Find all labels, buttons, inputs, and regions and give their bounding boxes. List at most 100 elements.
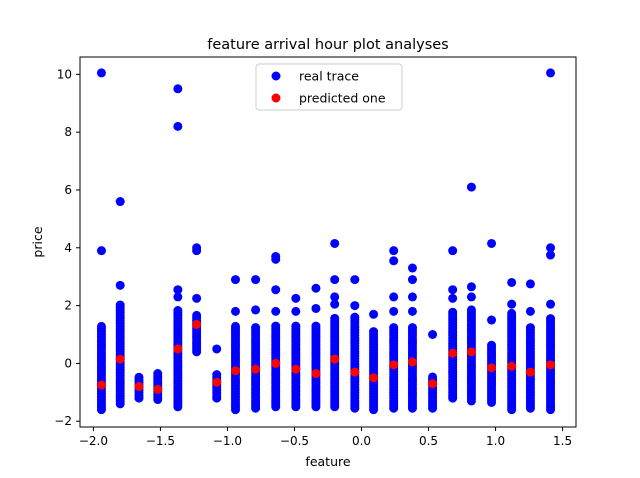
real-trace-point: [192, 293, 202, 303]
predicted-one-series: [96, 319, 556, 394]
chart-title: feature arrival hour plot analyses: [207, 37, 448, 53]
real-trace-point: [369, 327, 379, 337]
real-trace-point: [291, 293, 301, 303]
real-trace-point: [428, 372, 438, 382]
real-trace-point: [546, 243, 556, 253]
predicted-one-point: [507, 361, 517, 371]
real-trace-point: [448, 307, 458, 317]
x-tick-label: 0.0: [352, 434, 371, 448]
real-trace-point: [466, 305, 476, 315]
y-tick-label: 0: [64, 356, 72, 370]
real-trace-point: [448, 246, 458, 256]
real-trace-point: [291, 321, 301, 331]
real-trace-point: [507, 308, 517, 318]
real-trace-point: [330, 275, 340, 285]
predicted-one-point: [212, 377, 222, 387]
y-tick-label: −2: [54, 414, 72, 428]
real-trace-point: [448, 293, 458, 303]
real-trace-point: [291, 306, 301, 316]
real-trace-point: [407, 323, 417, 333]
predicted-one-point: [448, 348, 458, 358]
real-trace-point: [271, 321, 281, 331]
real-trace-point: [350, 301, 360, 311]
real-trace-point: [311, 303, 321, 313]
legend: real trace predicted one: [255, 63, 403, 111]
real-trace-point: [231, 321, 241, 331]
real-trace-point: [231, 306, 241, 316]
real-trace-point: [115, 197, 125, 207]
real-trace-point: [311, 283, 321, 293]
real-trace-point: [487, 238, 497, 248]
x-tick-label: −2.0: [79, 434, 108, 448]
predicted-one-point: [369, 373, 379, 383]
x-tick-label: −1.0: [213, 434, 242, 448]
real-trace-point: [311, 321, 321, 331]
predicted-one-point: [428, 379, 438, 389]
real-trace-point: [466, 182, 476, 192]
real-trace-point: [153, 369, 163, 379]
real-trace-point: [96, 68, 106, 78]
predicted-one-point: [525, 367, 535, 377]
predicted-one-point: [350, 367, 360, 377]
y-tick-label: 6: [64, 183, 72, 197]
real-trace-point: [546, 68, 556, 78]
real-trace-point: [192, 310, 202, 320]
x-tick-label: 1.5: [553, 434, 572, 448]
real-trace-point: [407, 275, 417, 285]
real-trace-point: [251, 323, 261, 333]
real-trace-point: [369, 309, 379, 319]
plot-frame: [79, 56, 577, 428]
predicted-one-point: [153, 384, 163, 394]
real-trace-point: [487, 340, 497, 350]
real-trace-point: [96, 321, 106, 331]
legend-predicted-one-label: predicted one: [299, 91, 386, 106]
real-trace-point: [330, 292, 340, 302]
real-trace-point: [271, 306, 281, 316]
real-trace-point: [96, 246, 106, 256]
predicted-one-point: [389, 360, 399, 370]
real-trace-point: [173, 121, 183, 131]
real-trace-point: [330, 313, 340, 323]
real-trace-point: [271, 285, 281, 295]
y-axis: −2 0 2 4 6 8 10: [54, 67, 80, 428]
real-trace-point: [251, 305, 261, 315]
predicted-one-point: [311, 369, 321, 379]
y-axis-label: price: [30, 226, 45, 257]
y-tick-label: 8: [64, 125, 72, 139]
real-trace-point: [350, 312, 360, 322]
real-trace-point: [407, 263, 417, 273]
real-trace-point: [507, 299, 517, 309]
x-axis-label: feature: [305, 454, 350, 469]
real-trace-point: [173, 84, 183, 94]
x-tick-label: 1.0: [486, 434, 505, 448]
real-trace-point: [389, 323, 399, 333]
real-trace-point: [546, 299, 556, 309]
predicted-one-point: [231, 366, 241, 376]
predicted-one-point: [96, 380, 106, 390]
y-tick-label: 4: [64, 241, 72, 255]
y-tick-label: 10: [57, 67, 72, 81]
x-tick-label: −0.5: [280, 434, 309, 448]
real-trace-point: [389, 256, 399, 266]
real-trace-point: [173, 285, 183, 295]
real-trace-point: [115, 300, 125, 310]
real-trace-point: [546, 314, 556, 324]
predicted-one-point: [466, 347, 476, 357]
real-trace-point: [407, 306, 417, 316]
legend-box: [255, 63, 403, 111]
predicted-one-point: [487, 363, 497, 373]
real-trace-point: [212, 370, 222, 380]
real-trace-point: [389, 292, 399, 302]
real-trace-point: [350, 275, 360, 285]
real-trace-point: [466, 292, 476, 302]
predicted-one-point: [173, 344, 183, 354]
predicted-one-point: [251, 364, 261, 374]
real-trace-point: [212, 344, 222, 354]
legend-predicted-one-marker: [271, 93, 281, 103]
real-trace-point: [546, 250, 556, 260]
predicted-one-point: [291, 364, 301, 374]
real-trace-point: [271, 251, 281, 261]
predicted-one-point: [115, 354, 125, 364]
real-trace-point: [389, 246, 399, 256]
